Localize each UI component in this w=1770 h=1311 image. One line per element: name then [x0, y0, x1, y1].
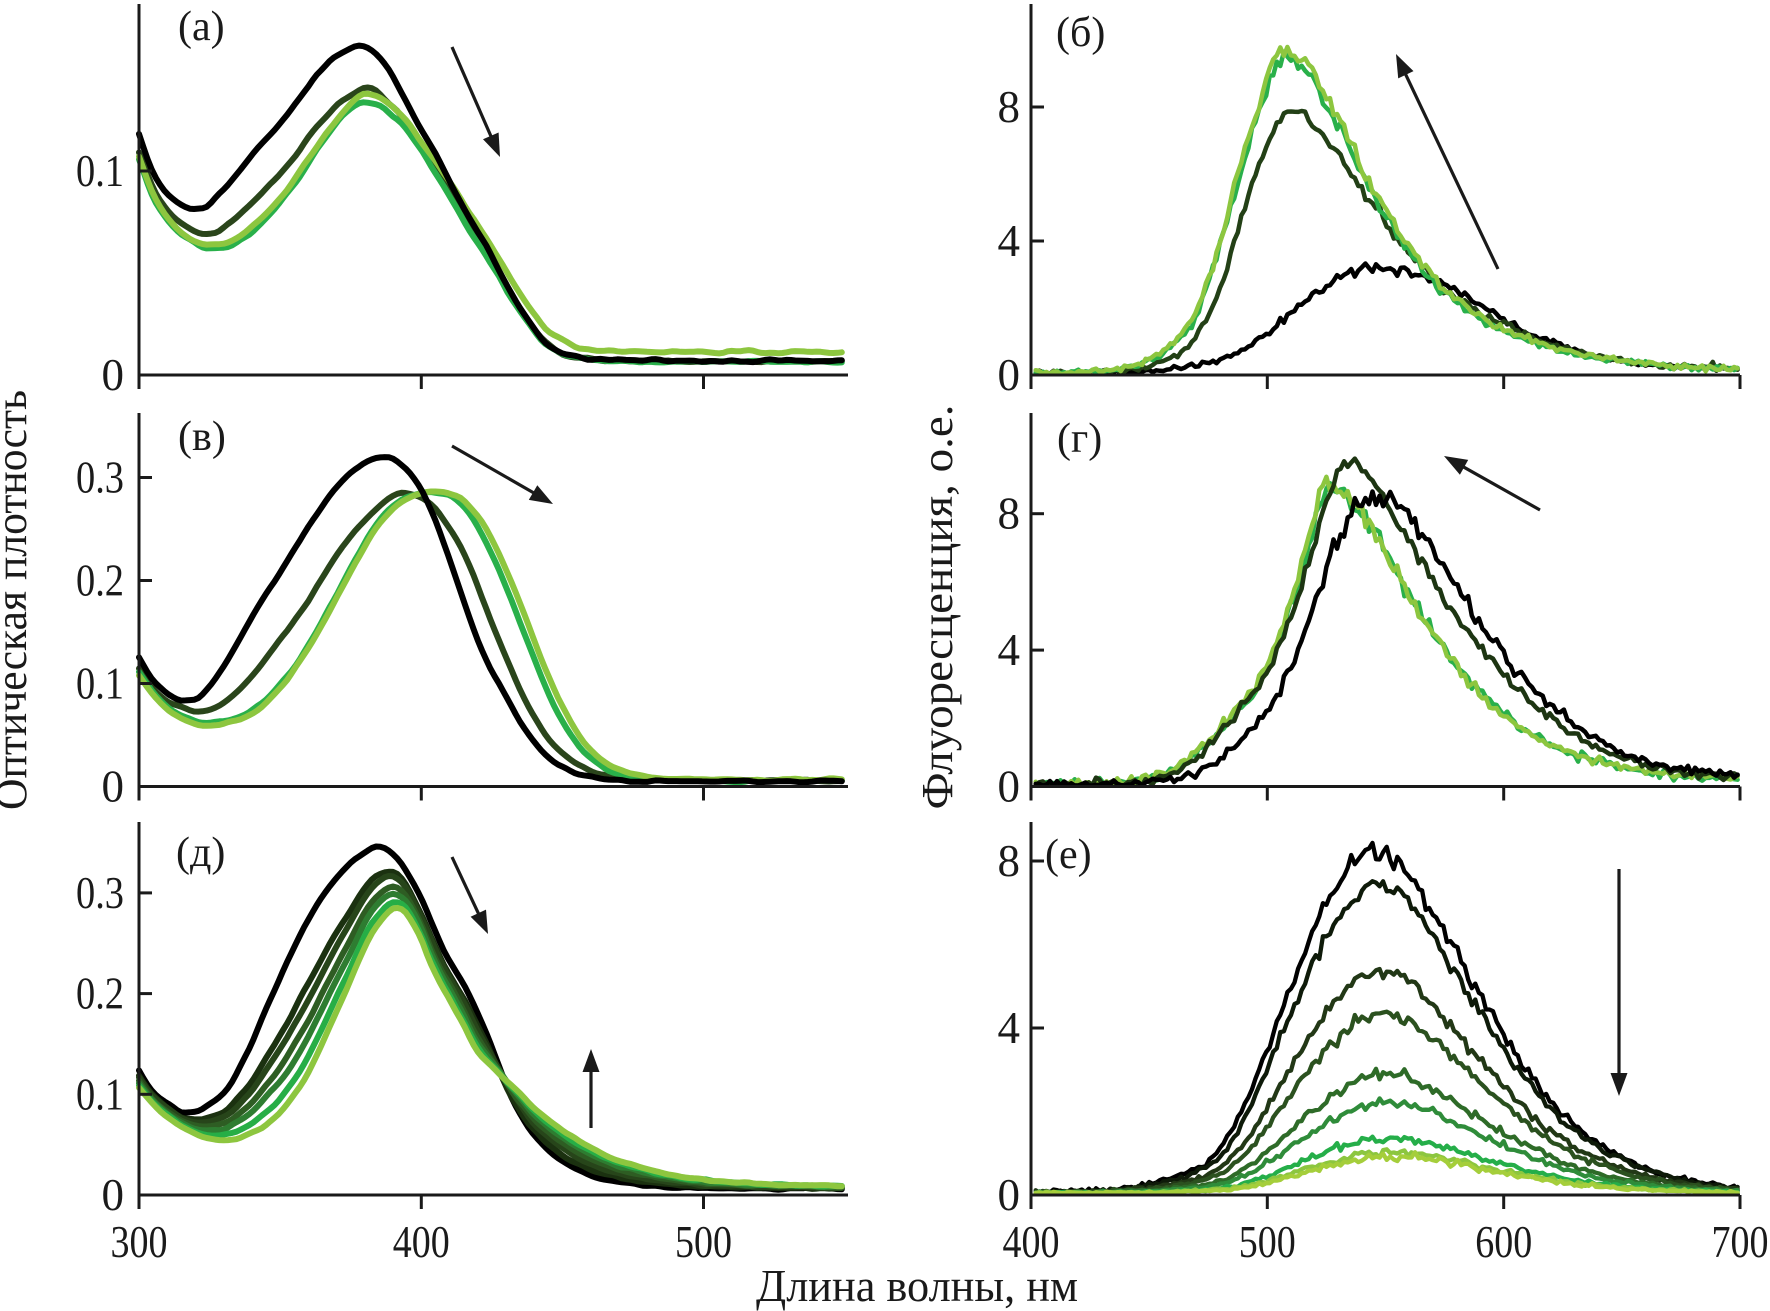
svg-text:Длина волны, нм: Длина волны, нм — [756, 1260, 1078, 1311]
svg-text:400: 400 — [1003, 1217, 1060, 1267]
svg-text:500: 500 — [675, 1217, 732, 1267]
svg-text:8: 8 — [998, 82, 1021, 132]
svg-text:(г): (г) — [1057, 416, 1102, 462]
svg-text:Оптическая плотность: Оптическая плотность — [0, 390, 36, 810]
svg-text:0: 0 — [998, 1170, 1021, 1220]
svg-text:700: 700 — [1712, 1217, 1769, 1267]
svg-text:0.2: 0.2 — [76, 556, 124, 606]
svg-text:0.1: 0.1 — [76, 1069, 124, 1119]
svg-text:(б): (б) — [1056, 10, 1105, 56]
svg-text:300: 300 — [111, 1217, 168, 1267]
svg-text:400: 400 — [393, 1217, 450, 1267]
svg-text:600: 600 — [1475, 1217, 1532, 1267]
svg-text:(а): (а) — [178, 4, 225, 50]
svg-text:0: 0 — [102, 350, 125, 400]
svg-text:(д): (д) — [176, 830, 225, 876]
svg-text:0.2: 0.2 — [76, 969, 124, 1019]
svg-text:0: 0 — [998, 350, 1021, 400]
svg-text:(е): (е) — [1045, 832, 1092, 878]
svg-text:4: 4 — [998, 625, 1021, 675]
svg-text:(в): (в) — [178, 414, 226, 460]
svg-text:0.1: 0.1 — [76, 659, 124, 709]
svg-text:0.3: 0.3 — [76, 868, 124, 918]
svg-text:0: 0 — [102, 1170, 125, 1220]
svg-text:0.3: 0.3 — [76, 453, 124, 503]
svg-text:0: 0 — [998, 762, 1021, 812]
svg-text:0.1: 0.1 — [76, 146, 124, 196]
svg-text:0: 0 — [102, 762, 125, 812]
svg-text:Флуоресценция, о.е.: Флуоресценция, о.е. — [913, 405, 962, 810]
svg-text:8: 8 — [998, 489, 1021, 539]
svg-text:500: 500 — [1239, 1217, 1296, 1267]
svg-text:4: 4 — [998, 216, 1021, 266]
svg-text:8: 8 — [998, 836, 1021, 886]
svg-text:4: 4 — [998, 1003, 1021, 1053]
